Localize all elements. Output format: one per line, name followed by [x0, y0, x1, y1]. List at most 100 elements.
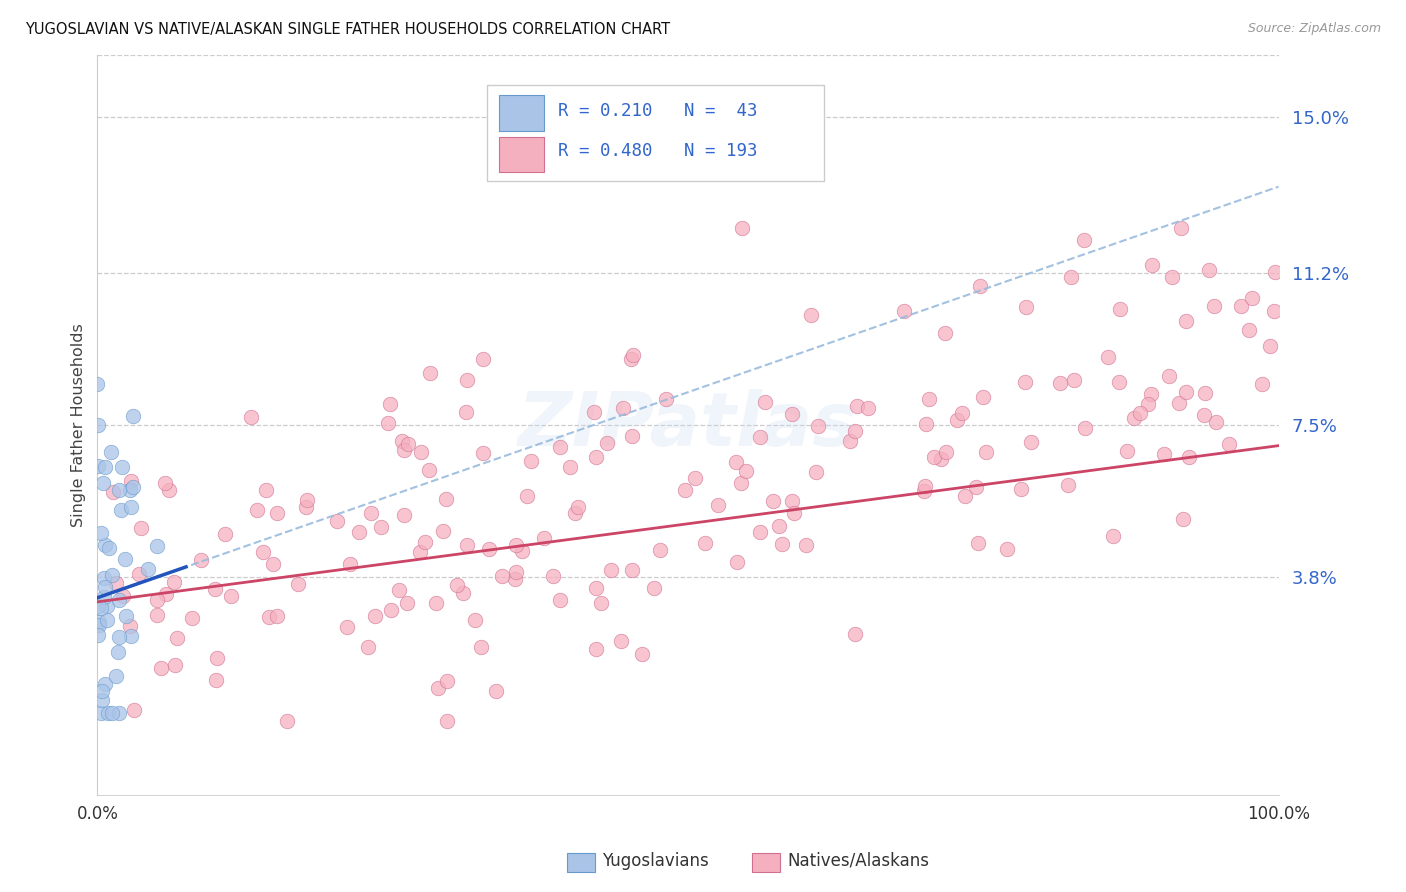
Point	[548, 440, 571, 454]
Point	[1116, 443, 1139, 458]
Point	[276, 714, 298, 728]
Point	[451, 586, 474, 600]
Point	[370, 520, 392, 534]
Point	[839, 434, 862, 448]
Point	[503, 572, 526, 586]
Point	[94, 580, 117, 594]
Point	[846, 399, 869, 413]
Point	[967, 536, 990, 550]
Point	[240, 409, 263, 424]
Point	[621, 429, 644, 443]
Point	[434, 491, 457, 506]
Point	[612, 401, 634, 415]
Point	[804, 466, 827, 480]
Point	[107, 483, 129, 497]
Point	[357, 640, 380, 655]
Text: Yugoslavians: Yugoslavians	[602, 852, 709, 870]
Point	[294, 500, 316, 514]
Point	[93, 591, 115, 605]
Point	[155, 587, 177, 601]
Point	[1230, 299, 1253, 313]
Text: ZIPatlas: ZIPatlas	[517, 389, 858, 461]
Point	[287, 577, 309, 591]
Point	[1123, 411, 1146, 425]
Point	[394, 442, 416, 457]
Point	[1194, 386, 1216, 401]
Point	[972, 390, 994, 404]
Text: YUGOSLAVIAN VS NATIVE/ALASKAN SINGLE FATHER HOUSEHOLDS CORRELATION CHART: YUGOSLAVIAN VS NATIVE/ALASKAN SINGLE FAT…	[25, 22, 671, 37]
Point	[935, 445, 957, 459]
Point	[114, 552, 136, 566]
Point	[1140, 386, 1163, 401]
Point	[162, 574, 184, 589]
Point	[1192, 408, 1215, 422]
Point	[491, 568, 513, 582]
Point	[136, 562, 159, 576]
Point	[87, 628, 110, 642]
Point	[1251, 376, 1274, 391]
Point	[969, 279, 991, 293]
Point	[707, 498, 730, 512]
Point	[582, 404, 605, 418]
Point	[844, 424, 866, 438]
Point	[585, 581, 607, 595]
Point	[256, 483, 278, 497]
Point	[86, 459, 108, 474]
Point	[129, 521, 152, 535]
Point	[912, 484, 935, 499]
Point	[107, 706, 129, 720]
Point	[464, 613, 486, 627]
Point	[110, 503, 132, 517]
Point	[1140, 258, 1163, 272]
Point	[1129, 406, 1152, 420]
Point	[768, 518, 790, 533]
Point	[347, 524, 370, 539]
Point	[190, 553, 212, 567]
Point	[1170, 221, 1192, 235]
Point	[122, 409, 145, 424]
Point	[1159, 368, 1181, 383]
Point	[800, 308, 823, 322]
Point	[120, 500, 142, 515]
Point	[336, 619, 359, 633]
Bar	[499, 136, 544, 172]
Point	[93, 571, 115, 585]
Point	[91, 683, 114, 698]
Point	[110, 460, 132, 475]
Point	[754, 395, 776, 409]
Point	[693, 535, 716, 549]
Point	[856, 401, 879, 415]
Point	[396, 596, 419, 610]
Point	[1063, 373, 1085, 387]
Point	[794, 537, 817, 551]
Point	[1073, 233, 1095, 247]
Point	[128, 566, 150, 581]
Point	[585, 642, 607, 657]
Point	[122, 479, 145, 493]
Text: Natives/Alaskans: Natives/Alaskans	[787, 852, 929, 870]
Point	[101, 706, 124, 720]
Point	[456, 404, 478, 418]
Point	[118, 483, 141, 497]
Point	[1263, 304, 1285, 318]
Text: R = 0.210   N =  43: R = 0.210 N = 43	[558, 102, 758, 120]
Point	[567, 500, 589, 514]
Point	[266, 506, 288, 520]
Point	[146, 539, 169, 553]
Point	[599, 563, 621, 577]
Point	[470, 640, 492, 655]
Point	[472, 351, 495, 366]
Point	[585, 450, 607, 464]
Point	[360, 506, 382, 520]
Point	[1153, 447, 1175, 461]
Point	[339, 557, 361, 571]
Point	[86, 376, 108, 391]
Point	[620, 352, 643, 367]
Point	[1074, 421, 1097, 435]
Point	[471, 445, 494, 459]
Point	[96, 599, 118, 614]
Point	[564, 506, 586, 520]
Point	[620, 563, 643, 577]
Point	[762, 494, 785, 508]
Point	[478, 542, 501, 557]
